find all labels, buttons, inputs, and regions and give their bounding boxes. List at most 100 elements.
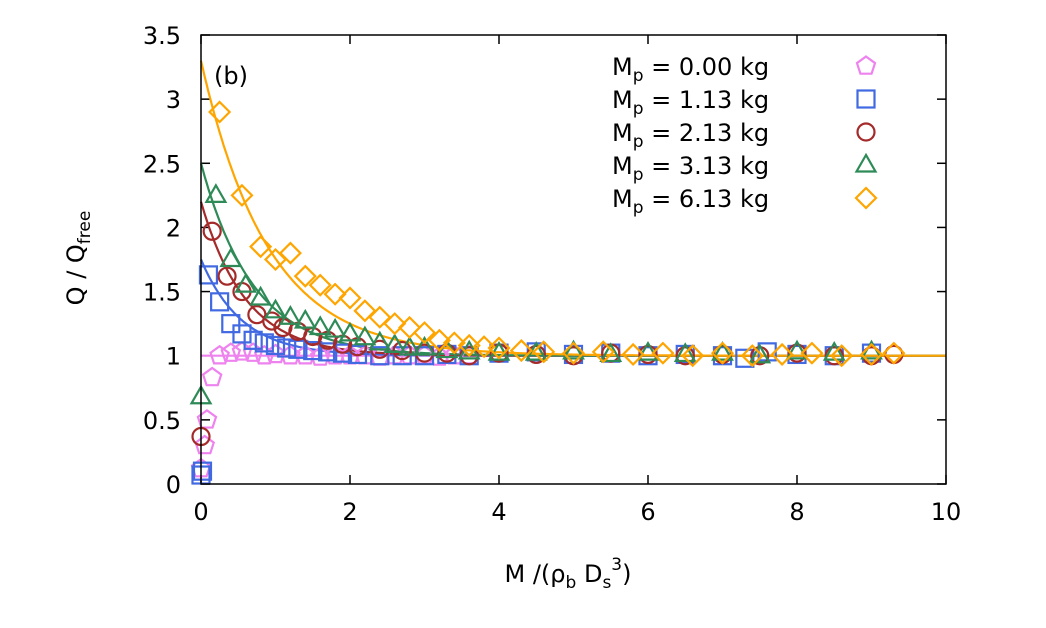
data-point bbox=[264, 298, 287, 319]
data-point bbox=[532, 340, 556, 364]
data-point bbox=[231, 341, 253, 361]
legend-label: Mp = 3.13 kg bbox=[612, 152, 769, 185]
data-markers bbox=[189, 100, 906, 485]
data-point bbox=[194, 434, 216, 455]
x-tick-label: 8 bbox=[789, 498, 804, 526]
data-point bbox=[882, 341, 906, 365]
y-tick-label: 1 bbox=[166, 343, 181, 371]
legend-label: Mp = 0.00 kg bbox=[612, 53, 769, 86]
data-point bbox=[338, 286, 362, 310]
x-axis-label: M /(ρb Ds3) bbox=[505, 555, 632, 593]
data-point bbox=[711, 340, 734, 361]
data-point bbox=[277, 338, 297, 358]
data-point bbox=[210, 292, 230, 312]
data-point bbox=[209, 344, 230, 365]
data-point bbox=[323, 317, 347, 338]
y-tick-label: 2.5 bbox=[143, 150, 181, 178]
y-tick-label: 3 bbox=[166, 86, 181, 114]
data-point bbox=[770, 342, 794, 366]
legend-label: Mp = 2.13 kg bbox=[612, 119, 769, 152]
data-point bbox=[309, 346, 331, 366]
x-tick-label: 4 bbox=[491, 498, 506, 526]
fit-line bbox=[199, 60, 946, 357]
data-point bbox=[591, 340, 615, 364]
data-point bbox=[262, 311, 282, 331]
y-tick-label: 1.5 bbox=[143, 279, 181, 307]
data-point bbox=[787, 343, 807, 363]
data-point bbox=[249, 235, 273, 259]
data-point bbox=[278, 305, 302, 325]
legend-marker bbox=[854, 152, 878, 173]
data-point bbox=[383, 333, 407, 354]
data-point bbox=[740, 344, 764, 368]
data-point bbox=[621, 342, 645, 366]
data-point bbox=[562, 339, 585, 360]
y-tick-label: 0 bbox=[166, 471, 181, 499]
data-point bbox=[265, 335, 286, 356]
data-point bbox=[398, 335, 422, 356]
data-point bbox=[201, 366, 223, 387]
data-point bbox=[599, 342, 623, 363]
data-point bbox=[293, 264, 317, 288]
data-point bbox=[318, 342, 338, 362]
data-point bbox=[243, 330, 263, 350]
data-point bbox=[748, 343, 772, 364]
data-point bbox=[368, 330, 392, 351]
data-point bbox=[293, 308, 317, 329]
data-point bbox=[636, 340, 660, 361]
data-point bbox=[859, 342, 884, 366]
x-tick-label: 2 bbox=[342, 498, 357, 526]
y-tick-label: 0.5 bbox=[143, 407, 181, 435]
data-point bbox=[383, 312, 407, 336]
data-point bbox=[196, 408, 218, 429]
y-tick-label: 3.5 bbox=[143, 22, 181, 50]
legend-label: Mp = 6.13 kg bbox=[612, 185, 769, 218]
data-point bbox=[487, 340, 511, 361]
data-point bbox=[561, 341, 586, 365]
x-tick-label: 10 bbox=[931, 498, 962, 526]
data-point bbox=[368, 305, 392, 329]
data-point bbox=[651, 341, 675, 365]
data-point bbox=[830, 344, 854, 368]
data-point bbox=[413, 335, 436, 356]
data-point bbox=[457, 333, 481, 358]
data-point bbox=[509, 339, 533, 363]
data-point bbox=[219, 247, 243, 268]
data-point bbox=[249, 285, 273, 306]
data-point bbox=[254, 333, 274, 353]
data-point bbox=[234, 272, 258, 293]
data-point bbox=[323, 282, 347, 306]
data-point bbox=[308, 315, 332, 336]
data-point bbox=[638, 344, 658, 365]
data-point bbox=[785, 339, 809, 360]
data-point bbox=[353, 299, 377, 323]
data-point bbox=[472, 335, 496, 359]
plot-frame bbox=[200, 34, 947, 485]
data-point bbox=[675, 346, 695, 366]
data-point bbox=[370, 346, 390, 366]
data-point bbox=[192, 461, 213, 481]
data-point bbox=[710, 341, 735, 365]
panel-label: (b) bbox=[214, 62, 248, 90]
tick-labels: 0 2 4 6 8 10 0 0.5 1 1.5 2 2.5 3 3.5 bbox=[143, 22, 961, 526]
data-point bbox=[198, 265, 219, 285]
legend-marker bbox=[854, 186, 878, 210]
data-point bbox=[221, 314, 241, 334]
axis-ticks bbox=[200, 34, 947, 485]
fit-curves bbox=[199, 60, 946, 357]
data-point bbox=[353, 325, 377, 346]
data-point bbox=[681, 344, 705, 368]
data-point bbox=[392, 340, 412, 361]
data-point bbox=[338, 321, 362, 342]
data-point bbox=[673, 342, 697, 363]
data-point bbox=[202, 221, 222, 241]
y-tick-label: 2 bbox=[166, 214, 181, 242]
data-point bbox=[232, 324, 252, 344]
legend-marker bbox=[856, 122, 876, 142]
data-point bbox=[427, 328, 451, 352]
legend-label: Mp = 1.13 kg bbox=[612, 86, 769, 119]
data-point bbox=[487, 336, 511, 360]
data-point bbox=[412, 321, 437, 345]
legend-marker bbox=[855, 55, 877, 75]
data-point bbox=[442, 331, 466, 355]
